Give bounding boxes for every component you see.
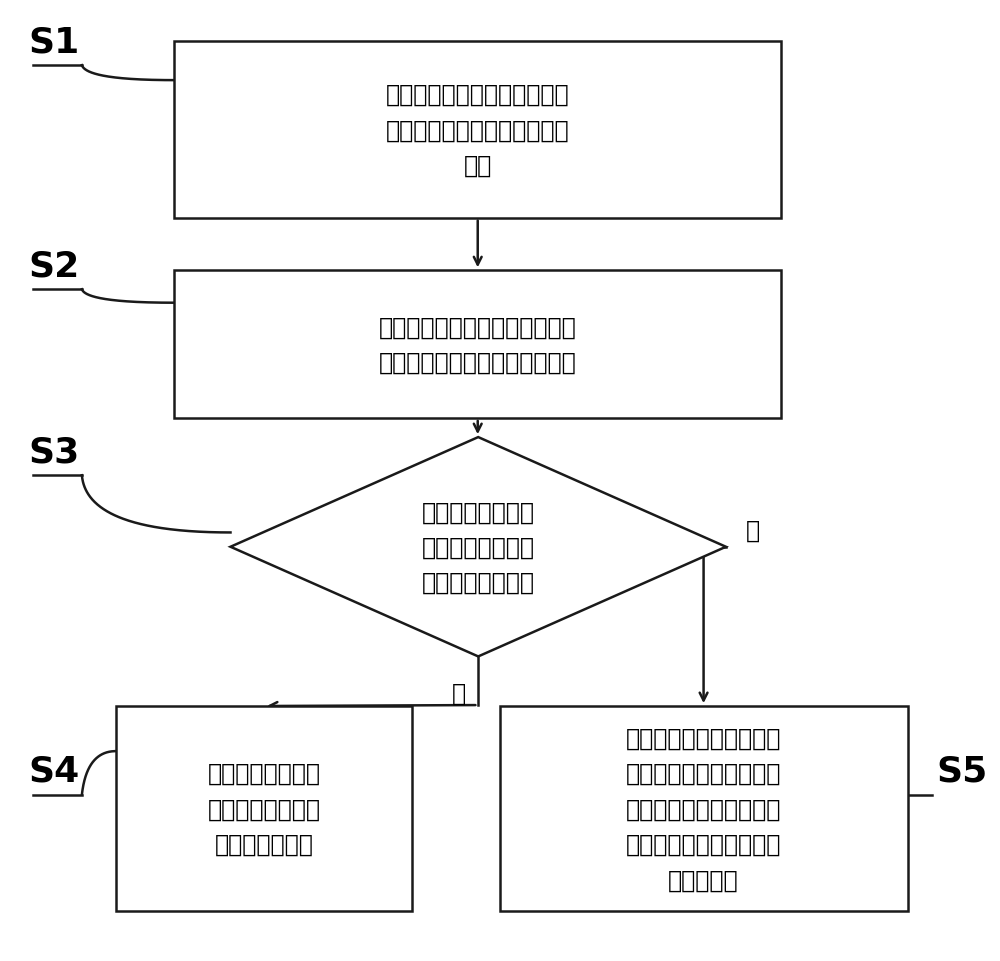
- FancyBboxPatch shape: [174, 271, 781, 419]
- Text: 获取主图形以及对应每个主图
形预计设置的辅助图形的位置
关系: 获取主图形以及对应每个主图 形预计设置的辅助图形的位置 关系: [386, 83, 570, 178]
- FancyBboxPatch shape: [174, 42, 781, 218]
- Text: S2: S2: [28, 249, 80, 283]
- Text: 是: 是: [452, 680, 466, 704]
- Text: S5: S5: [937, 754, 988, 788]
- Text: S4: S4: [28, 754, 80, 788]
- FancyBboxPatch shape: [500, 706, 908, 911]
- Text: 不同主图形对应的
辅助图形在排序过
程中是否存在冲突: 不同主图形对应的 辅助图形在排序过 程中是否存在冲突: [422, 500, 535, 595]
- Text: 则基于排序结果和预设规
则对存在冲突的辅助图形
进行消除后，再放置未消
除的辅助图形，以使其完
成放置工作: 则基于排序结果和预设规 则对存在冲突的辅助图形 进行消除后，再放置未消 除的辅助…: [626, 726, 781, 892]
- Polygon shape: [231, 437, 726, 656]
- Text: 基于位置关系将与主图形对应的
辅助图形依照预设次序进行排序: 基于位置关系将与主图形对应的 辅助图形依照预设次序进行排序: [379, 315, 577, 375]
- Text: 否: 否: [745, 518, 759, 542]
- Text: S1: S1: [28, 25, 80, 60]
- Text: 则基于排序结果放
置辅助图形，以使
其完成放置工作: 则基于排序结果放 置辅助图形，以使 其完成放置工作: [208, 761, 321, 856]
- FancyBboxPatch shape: [116, 706, 412, 911]
- Text: S3: S3: [28, 435, 80, 469]
